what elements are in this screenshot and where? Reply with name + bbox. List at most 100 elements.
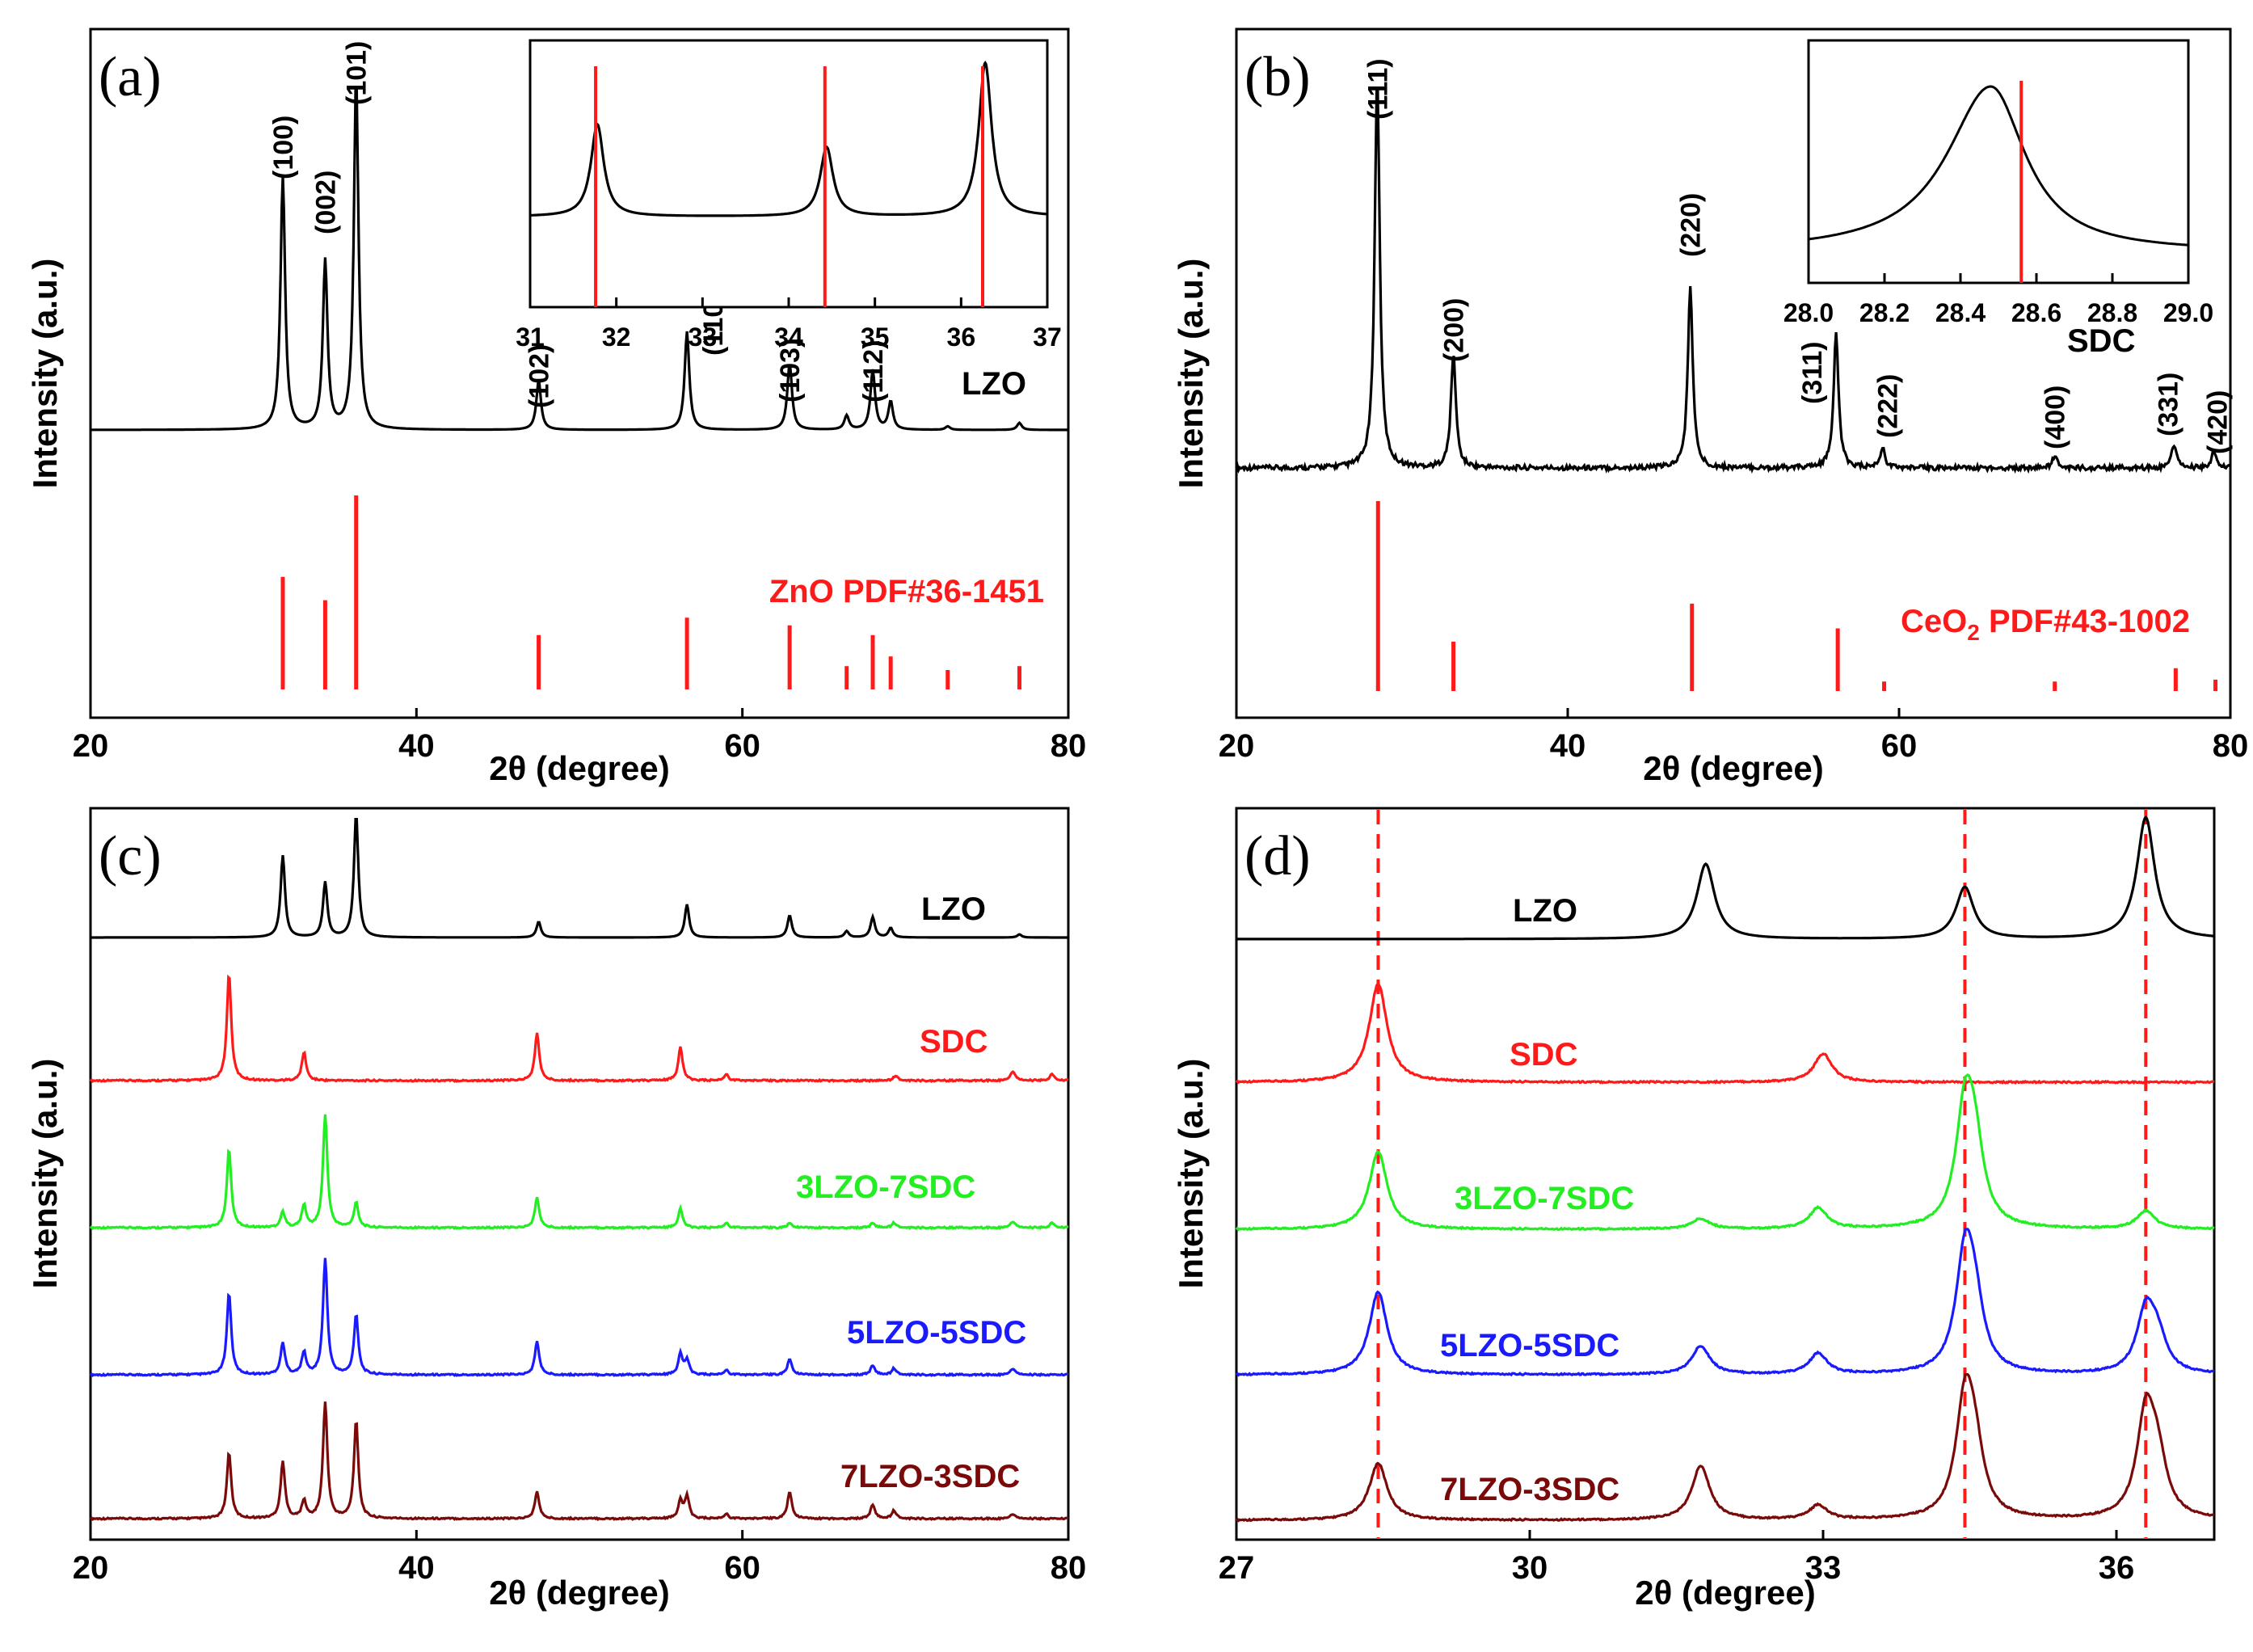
panel-b-reference-formula: CeO (1901, 604, 1967, 639)
panel-c-series-label-3lzo-7sdc: 3LZO-7SDC (796, 1169, 975, 1205)
panel-d-ylabel: Intensity (a.u.) (1172, 1059, 1210, 1289)
panel-a-inset-x-tick-label: 34 (774, 322, 803, 352)
panel-d-trace-5lzo-5sdc (1235, 1228, 2215, 1377)
panel-b-series-label-sdc: SDC (2067, 323, 2135, 359)
panel-d: (d) Intensity (a.u.) 2θ (degree) 27 30 33 3… (1172, 807, 2216, 1612)
panel-b-x-ticks: 20 40 60 80 (1219, 708, 2249, 764)
panel-a-inset-x-tick-label: 31 (516, 322, 545, 352)
panel-a-x-ticks: 20 40 60 80 (73, 708, 1087, 764)
panel-d-trace-3lzo-7sdc (1235, 1073, 2215, 1232)
panel-b-inset-x-tick-label: 29.0 (2163, 298, 2213, 327)
panel-d-label: (d) (1244, 825, 1311, 887)
panel-d-series-label-7lzo-3sdc: 7LZO-3SDC (1440, 1472, 1619, 1507)
panel-b-reference-label: CeO2 PDF#43-1002 (1901, 604, 2190, 645)
panel-d-series-label-5lzo-5sdc: 5LZO-5SDC (1440, 1328, 1619, 1363)
panel-b-inset-trace (1808, 85, 2189, 247)
panel-b: (b) Intensity (a.u.) 2θ (degree) 20 40 60 8… (1172, 27, 2249, 787)
panel-b-reference-lines (1375, 501, 2218, 691)
panel-b-miller-index: (200) (1439, 298, 1470, 362)
panel-b-trace-sdc (1235, 86, 2232, 474)
panel-a-miller-index: (101) (342, 41, 373, 105)
panel-b-inset-x-tick-label: 28.4 (1935, 298, 1986, 327)
panel-c-ylabel: Intensity (a.u.) (26, 1059, 64, 1289)
panel-a-inset-x-tick-label: 37 (1033, 322, 1062, 352)
panel-c-trace-7lzo-3sdc (89, 1401, 1069, 1522)
panel-d-x-tick-label: 33 (1805, 1550, 1842, 1586)
panel-c-trace-5lzo-5sdc (89, 1258, 1069, 1378)
panel-a-x-tick-label: 40 (398, 728, 435, 764)
panel-d-reference-dashed-lines (1376, 810, 2148, 1538)
panel-b-miller-index: (420) (2203, 390, 2234, 454)
panel-a-ylabel: Intensity (a.u.) (26, 259, 64, 489)
panel-a-inset (530, 61, 1047, 307)
panel-a: (a) Intensity (a.u.) 2θ (degree) 20 40 60 8… (26, 27, 1087, 787)
panel-b-label: (b) (1244, 46, 1311, 108)
panel-b-inset-frame (1807, 39, 2190, 284)
panel-b-x-tick-label: 60 (1881, 728, 1918, 764)
panel-c-label: (c) (99, 825, 162, 887)
panel-c: (c) Intensity (a.u.) 2θ (degree) 20 40 60 8… (26, 807, 1087, 1612)
panel-b-frame (1235, 27, 2232, 719)
panel-c-x-tick-label: 40 (398, 1550, 435, 1586)
panel-a-miller-indices: (100)(002)(101)(102)(110)(103) (112) (268, 41, 889, 408)
panel-c-trace-sdc (89, 974, 1069, 1084)
panel-a-inset-x-tick-label: 36 (947, 322, 976, 352)
panel-d-trace-7lzo-3sdc (1235, 1372, 2215, 1523)
panel-a-inset-x-ticks: 31 32 33 34 35 36 37 (516, 297, 1062, 352)
panel-b-reference-card: PDF#43-1002 (1980, 604, 2190, 639)
panel-b-miller-index: (220) (1676, 193, 1707, 257)
panel-b-miller-indices: (111) (200) (220) (311) (222) (400) (331) (420) (1362, 58, 2233, 454)
panel-a-traces (90, 88, 1068, 432)
panel-d-x-tick-label: 36 (2099, 1550, 2135, 1586)
panel-b-x-tick-label: 80 (2213, 728, 2249, 764)
panel-a-inset-x-tick-label: 35 (861, 322, 890, 352)
panel-a-series-label-lzo: LZO (962, 366, 1026, 402)
panel-a-miller-index: (112) (858, 340, 889, 403)
panel-b-inset-x-tick-label: 28.6 (2011, 298, 2061, 327)
panel-c-x-ticks: 20 40 60 80 (73, 1530, 1087, 1586)
panel-c-x-tick-label: 20 (73, 1550, 109, 1586)
panel-b-inset-x-tick-label: 28.0 (1783, 298, 1834, 327)
panel-c-trace-lzo (91, 817, 1068, 939)
panel-a-trace-lzo (90, 88, 1068, 432)
panel-c-series-label-sdc: SDC (920, 1024, 988, 1060)
panel-c-frame (89, 807, 1070, 1541)
panel-b-miller-index: (111) (1362, 58, 1393, 120)
panel-a-reference-label: ZnO PDF#36-1451 (769, 574, 1044, 609)
panel-a-x-tick-label: 60 (724, 728, 760, 764)
panel-b-xlabel: 2θ (degree) (1643, 749, 1823, 787)
panel-c-trace-3lzo-7sdc (89, 1114, 1069, 1231)
panel-c-xlabel: 2θ (degree) (489, 1574, 669, 1612)
panel-a-frame (89, 27, 1070, 719)
panel-a-inset-trace (530, 61, 1047, 217)
panel-d-x-ticks: 27 30 33 36 (1219, 1530, 2135, 1586)
panel-b-inset-x-tick-label: 28.8 (2087, 298, 2137, 327)
panel-b-x-tick-label: 20 (1219, 728, 1255, 764)
panel-a-miller-index: (102) (524, 344, 555, 408)
panel-b-inset (1808, 81, 2189, 283)
panel-c-x-tick-label: 60 (724, 1550, 760, 1586)
panel-a-label: (a) (99, 46, 162, 108)
panel-d-traces (1235, 815, 2215, 1523)
panel-d-series-label-sdc: SDC (1510, 1037, 1577, 1073)
panel-c-x-tick-label: 80 (1051, 1550, 1087, 1586)
panel-b-miller-index: (222) (1873, 374, 1904, 438)
panel-a-miller-index: (100) (268, 116, 299, 179)
panel-b-inset-x-ticks: 28.0 28.2 28.4 28.6 28.8 29.0 (1783, 273, 2213, 327)
panel-b-ylabel: Intensity (a.u.) (1172, 259, 1210, 489)
panel-d-series-label-lzo: LZO (1513, 893, 1577, 929)
panel-d-trace-lzo (1236, 815, 2215, 941)
panel-b-miller-index: (400) (2040, 386, 2071, 449)
panel-a-x-tick-label: 20 (73, 728, 109, 764)
panel-b-inset-x-tick-label: 28.2 (1859, 298, 1910, 327)
panel-c-traces (89, 817, 1069, 1522)
panel-d-series-label-3lzo-7sdc: 3LZO-7SDC (1455, 1181, 1634, 1216)
panel-c-series-label-7lzo-3sdc: 7LZO-3SDC (840, 1459, 1020, 1494)
panel-a-x-tick-label: 80 (1051, 728, 1087, 764)
panel-d-xlabel: 2θ (degree) (1635, 1574, 1815, 1612)
panel-b-miller-index: (311) (1797, 342, 1828, 405)
panel-c-series-label-lzo: LZO (921, 891, 986, 927)
panel-b-miller-index: (331) (2153, 373, 2184, 436)
panel-a-inset-x-tick-label: 32 (602, 322, 631, 352)
